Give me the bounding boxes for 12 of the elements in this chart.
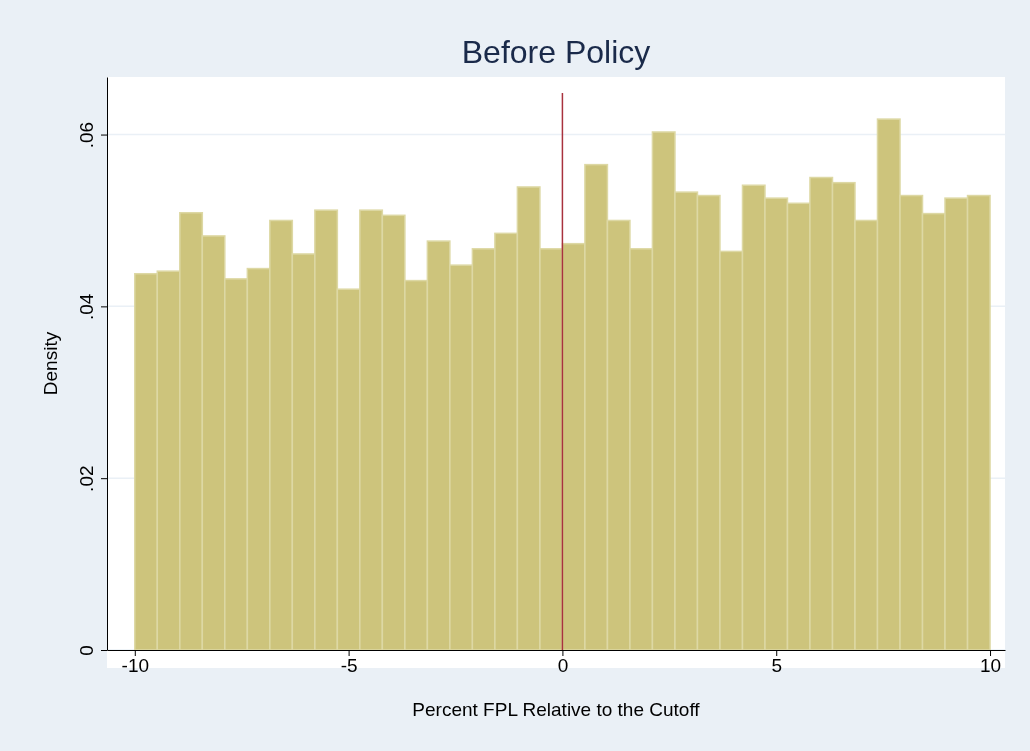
x-tick-label: 10 [979,655,1002,677]
y-tick-label: .06 [76,121,97,149]
chart-title: Before Policy [461,34,651,70]
x-tick-label: -5 [340,655,358,677]
y-tick-label: 0 [76,645,97,656]
y-tick-label: .02 [76,465,97,492]
y-axis-title: Density [40,331,61,396]
x-tick-label: 0 [557,655,569,677]
y-tick-label: .04 [76,293,97,321]
x-tick-label: -10 [121,655,150,677]
x-tick-label: 5 [771,655,783,677]
x-axis-title: Percent FPL Relative to the Cutoff [412,699,701,720]
